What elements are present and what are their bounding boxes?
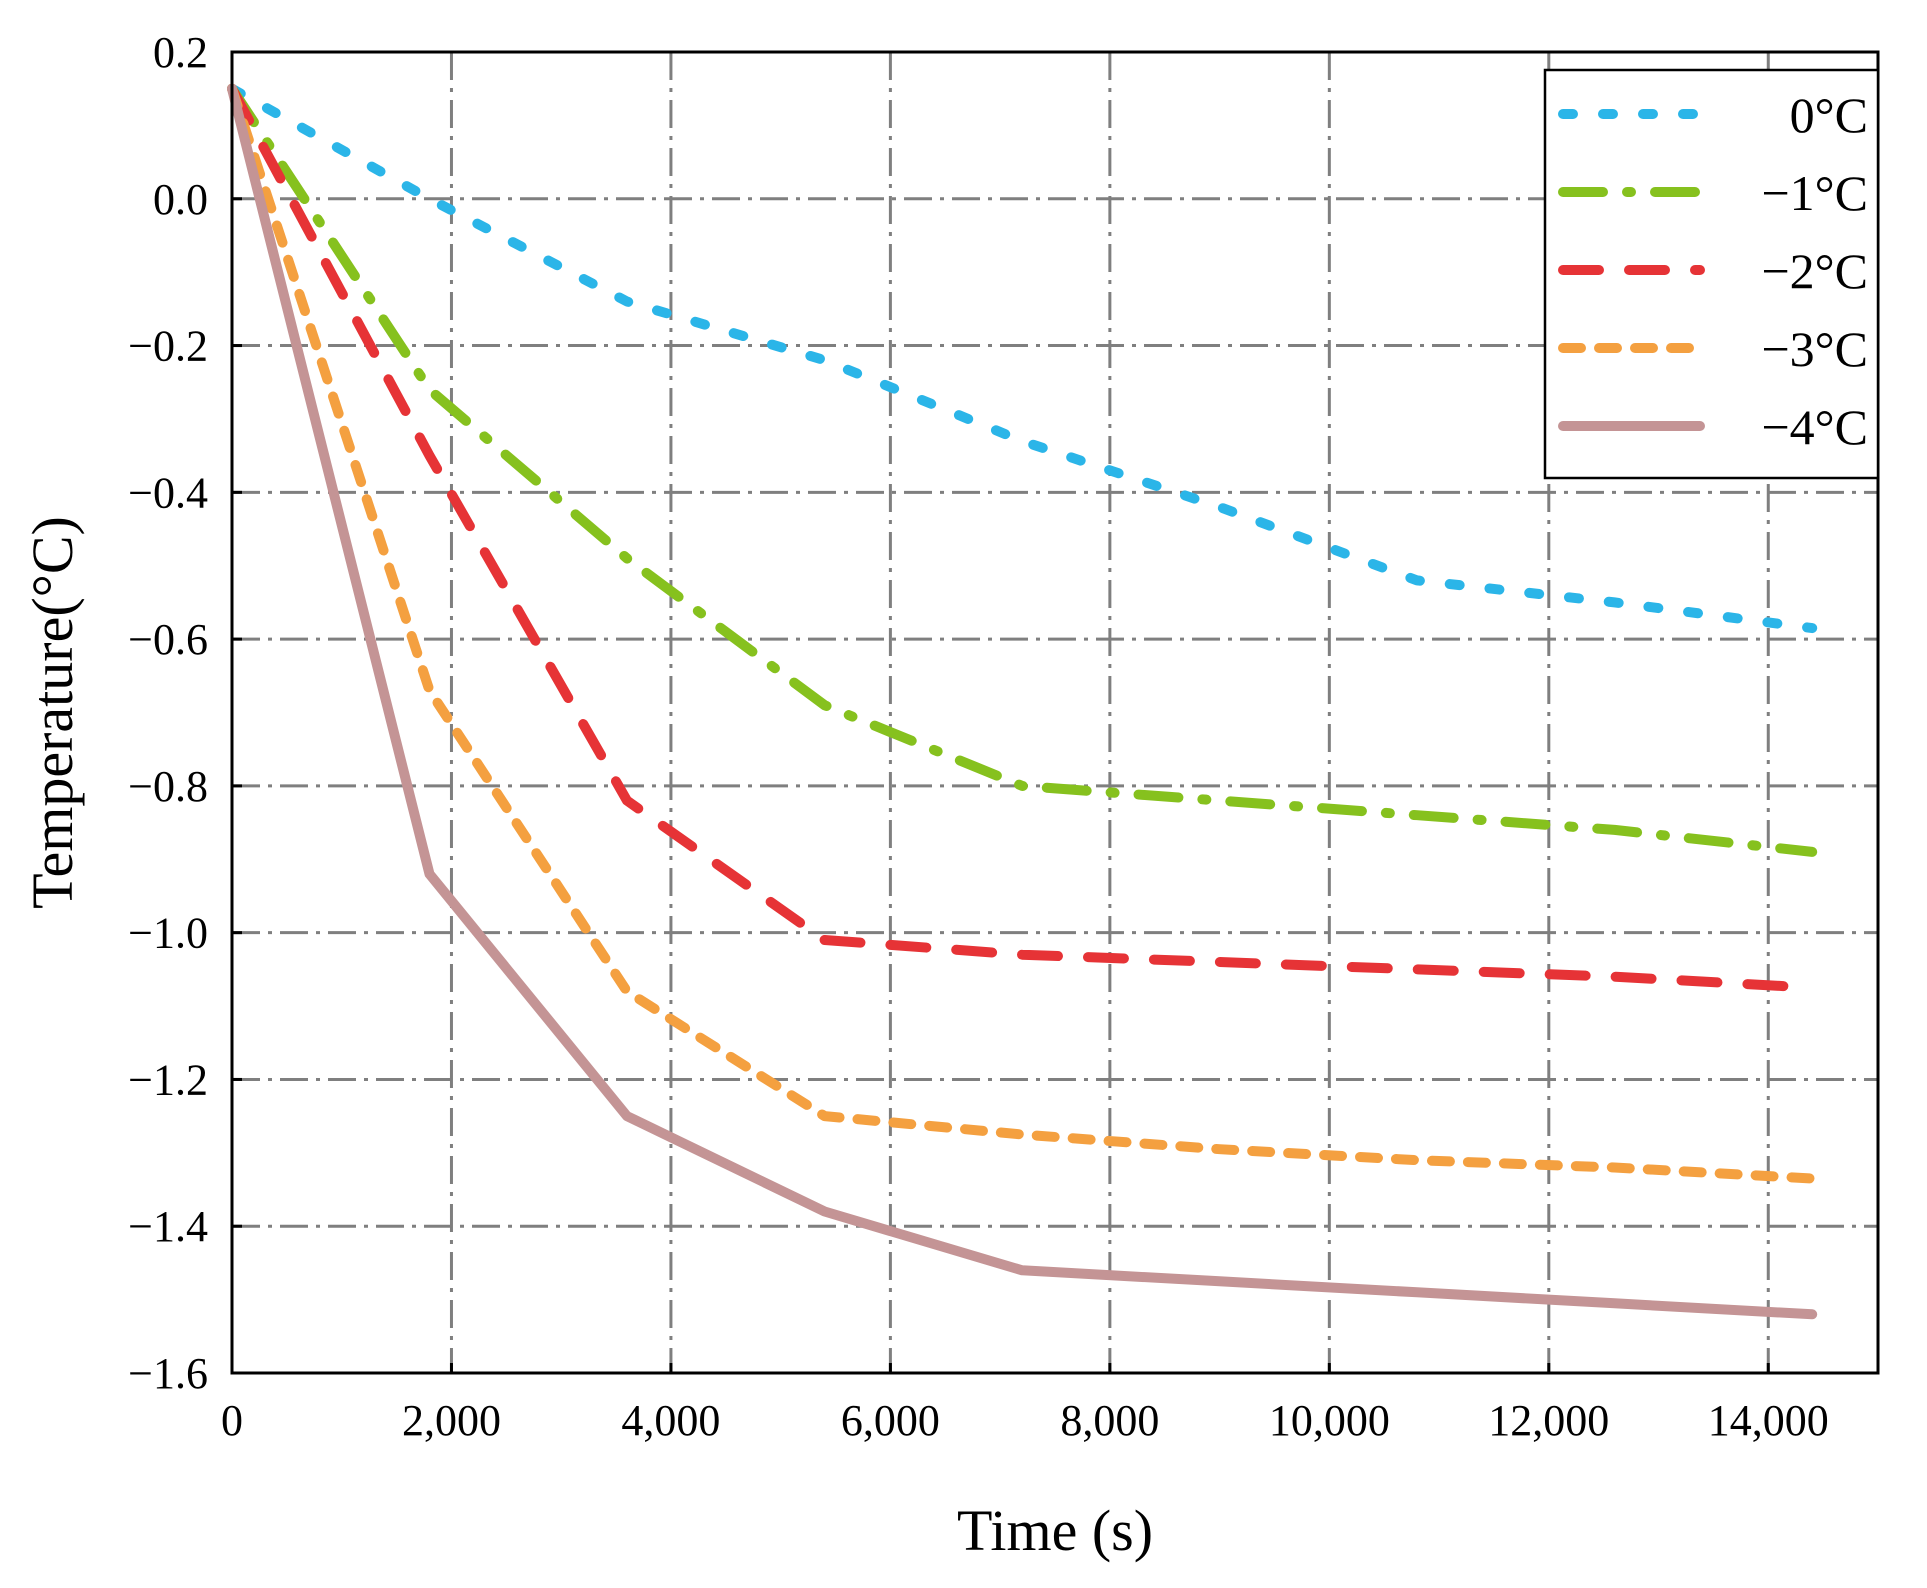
y-tick-label: −1.6 [128, 1349, 208, 1398]
x-tick-label: 4,000 [621, 1396, 720, 1445]
x-tick-label: 14,000 [1708, 1396, 1829, 1445]
y-tick-label: −1.0 [128, 909, 208, 958]
series-line [227, 83, 1818, 1320]
x-axis-title: Time (s) [957, 1498, 1153, 1563]
axis-ticks [230, 50, 1770, 1375]
y-tick-label: 0.0 [153, 175, 208, 224]
series-line [227, 83, 1818, 1184]
legend-label: −1°C [1761, 165, 1868, 221]
y-tick-label: −0.8 [128, 762, 208, 811]
y-tick-label: −1.4 [128, 1202, 208, 1251]
y-tick-labels: 0.2 0.0 −0.2 −0.4 −0.6 −0.8 −1.0 −1.2 −1.4 −1.6 [128, 28, 208, 1398]
x-tick-label: 2,000 [402, 1396, 501, 1445]
x-tick-label: 0 [221, 1396, 243, 1445]
legend-label: 0°C [1790, 87, 1868, 143]
legend-label: −2°C [1761, 243, 1868, 299]
legend-label: −3°C [1761, 321, 1868, 377]
x-tick-label: 8,000 [1060, 1396, 1159, 1445]
x-tick-label: 6,000 [841, 1396, 940, 1445]
grid-lines [232, 52, 1878, 1373]
y-tick-label: −0.4 [128, 468, 208, 517]
x-tick-label: 12,000 [1488, 1396, 1609, 1445]
series-line [227, 83, 1818, 857]
series-line [227, 83, 1818, 993]
x-tick-labels: 0 2,000 4,000 6,000 8,000 10,000 12,000 14,000 [221, 1396, 1829, 1445]
x-tick-label: 10,000 [1269, 1396, 1390, 1445]
plot-frame [230, 50, 1880, 1375]
y-tick-label: 0.2 [153, 28, 208, 77]
y-tick-label: −0.2 [128, 322, 208, 371]
y-tick-label: −1.2 [128, 1055, 208, 1104]
series-lines [227, 83, 1818, 1320]
legend-label: −4°C [1761, 399, 1868, 455]
y-axis-title: Temperature(°C) [20, 516, 85, 909]
legend: 0°C −1°C −2°C −3°C −4°C [1543, 68, 1880, 480]
y-tick-label: −0.6 [128, 615, 208, 664]
